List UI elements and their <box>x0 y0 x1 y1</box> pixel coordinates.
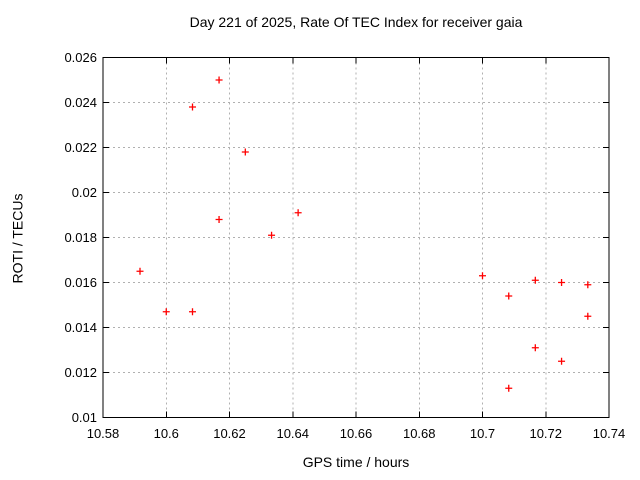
data-point-marker <box>479 272 486 280</box>
data-point-marker <box>241 148 249 156</box>
x-tick-label: 10.6 <box>154 426 179 441</box>
data-point-marker <box>505 292 513 300</box>
data-point-marker <box>188 308 196 316</box>
y-tick-label: 0.014 <box>64 320 97 335</box>
data-point-marker <box>215 216 223 223</box>
data-point-marker <box>136 267 144 275</box>
y-axis-title: ROTI / TECUs <box>9 193 26 284</box>
plot-frame <box>102 57 610 418</box>
x-tick-label: 10.66 <box>340 426 373 441</box>
data-point-marker <box>215 76 223 84</box>
y-tick-label: 0.016 <box>64 275 97 290</box>
data-point-marker <box>531 276 539 284</box>
data-point-marker <box>584 312 592 320</box>
data-point-marker <box>505 384 513 392</box>
x-tick-label: 10.72 <box>529 426 562 441</box>
data-point-marker <box>188 103 196 111</box>
y-tick-label: 0.022 <box>64 140 97 155</box>
x-tick-label: 10.74 <box>593 426 626 441</box>
x-tick-label: 10.68 <box>403 426 436 441</box>
y-tick-label: 0.012 <box>64 365 97 380</box>
chart-title: Day 221 of 2025, Rate Of TEC Index for r… <box>189 14 523 30</box>
y-tick-label: 0.01 <box>72 410 97 425</box>
y-tick-label: 0.02 <box>72 185 97 200</box>
data-point-marker <box>584 281 592 289</box>
data-point-marker <box>162 308 170 316</box>
data-point-marker <box>558 279 566 286</box>
y-tick-label: 0.026 <box>64 50 97 65</box>
y-tick-label: 0.024 <box>64 95 97 110</box>
x-axis-title: GPS time / hours <box>302 454 410 470</box>
y-tick-label: 0.018 <box>64 230 97 245</box>
data-point-marker <box>531 344 539 352</box>
x-tick-label: 10.62 <box>213 426 246 441</box>
data-point-marker <box>268 231 276 239</box>
x-tick-label: 10.7 <box>470 426 495 441</box>
x-tick-label: 10.64 <box>276 426 309 441</box>
data-point-marker <box>558 357 566 365</box>
x-tick-label: 10.58 <box>87 426 120 441</box>
data-point-marker <box>294 209 302 217</box>
